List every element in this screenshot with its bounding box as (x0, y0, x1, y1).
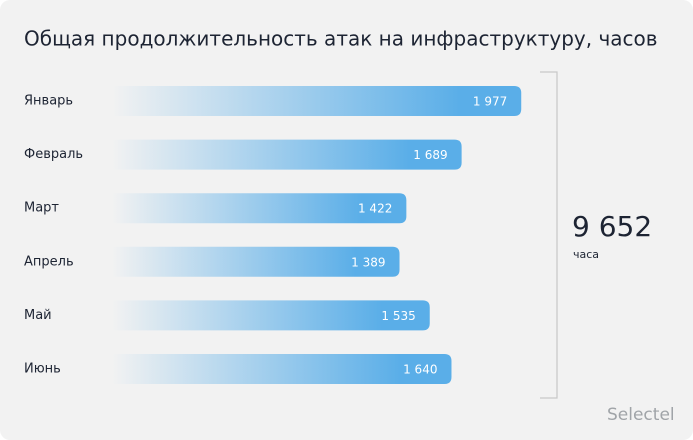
brand: Selectel (607, 405, 675, 425)
category-label: Апрель (24, 254, 74, 269)
category-label: Январь (24, 94, 73, 109)
value-label: 1 422 (358, 202, 392, 216)
bar (112, 86, 522, 116)
value-label: 1 977 (473, 95, 507, 109)
total: 9 652 (572, 210, 652, 243)
value-label: 1 689 (413, 148, 447, 162)
category-label: Февраль (24, 147, 83, 162)
bracket (540, 71, 558, 399)
value-label: 1 389 (351, 255, 385, 269)
category-label: Май (24, 308, 52, 323)
category-label: Март (24, 201, 59, 216)
bar (112, 300, 430, 331)
bar (112, 139, 462, 170)
category-label: Июнь (24, 362, 61, 377)
value-label: 1 640 (403, 363, 437, 377)
bar (112, 193, 407, 224)
bar (112, 354, 452, 384)
value-label: 1 535 (381, 309, 415, 323)
total-unit: часа (573, 248, 599, 261)
chart-title: Общая продолжительность атак на инфрастр… (24, 27, 658, 51)
bar (112, 246, 400, 277)
